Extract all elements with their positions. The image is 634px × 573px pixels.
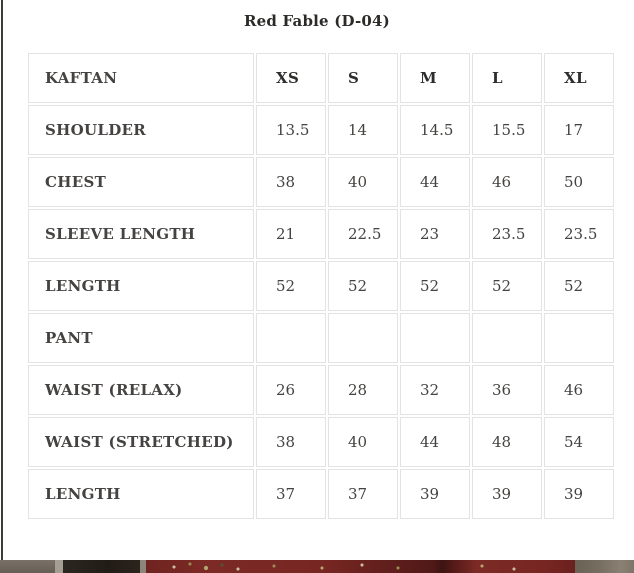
value-cell: 54 <box>544 417 614 467</box>
page-title: Red Fable (D-04) <box>243 12 390 30</box>
value-cell: 52 <box>256 261 326 311</box>
value-cell <box>472 313 542 363</box>
value-cell: 14.5 <box>400 105 470 155</box>
value-cell: 40 <box>328 417 398 467</box>
table-header-row: KAFTAN XS S M L XL <box>28 53 614 103</box>
product-photo-strip <box>0 560 634 573</box>
value-cell: 13.5 <box>256 105 326 155</box>
value-cell: 37 <box>328 469 398 519</box>
value-cell: 17 <box>544 105 614 155</box>
value-cell: 39 <box>472 469 542 519</box>
value-cell <box>256 313 326 363</box>
row-label: WAIST (STRETCHED) <box>28 417 254 467</box>
value-cell: 52 <box>328 261 398 311</box>
photo-wall-left <box>0 560 55 573</box>
table-row: LENGTH 52 52 52 52 52 <box>28 261 614 311</box>
value-cell: 32 <box>400 365 470 415</box>
value-cell: 52 <box>400 261 470 311</box>
value-cell: 37 <box>256 469 326 519</box>
size-header-cell: S <box>328 53 398 103</box>
row-label: WAIST (RELAX) <box>28 365 254 415</box>
value-cell: 21 <box>256 209 326 259</box>
table-row: PANT <box>28 313 614 363</box>
table-row: SHOULDER 13.5 14 14.5 15.5 17 <box>28 105 614 155</box>
window-left-edge <box>1 0 3 573</box>
size-header-cell: XL <box>544 53 614 103</box>
value-cell: 44 <box>400 157 470 207</box>
row-label: SLEEVE LENGTH <box>28 209 254 259</box>
row-label: LENGTH <box>28 469 254 519</box>
table-row: LENGTH 37 37 39 39 39 <box>28 469 614 519</box>
value-cell: 46 <box>472 157 542 207</box>
size-chart-table: KAFTAN XS S M L XL SHOULDER 13.5 14 14.5… <box>26 51 616 521</box>
value-cell: 38 <box>256 417 326 467</box>
value-cell: 15.5 <box>472 105 542 155</box>
photo-light-strip <box>55 560 63 573</box>
value-cell: 44 <box>400 417 470 467</box>
value-cell: 50 <box>544 157 614 207</box>
size-header-cell: M <box>400 53 470 103</box>
row-label: LENGTH <box>28 261 254 311</box>
row-label: CHEST <box>28 157 254 207</box>
value-cell: 38 <box>256 157 326 207</box>
row-label: SHOULDER <box>28 105 254 155</box>
photo-wall-right <box>575 560 634 573</box>
value-cell <box>328 313 398 363</box>
size-header-cell: XS <box>256 53 326 103</box>
photo-red-fabric <box>146 560 575 573</box>
value-cell: 22.5 <box>328 209 398 259</box>
value-cell: 46 <box>544 365 614 415</box>
value-cell: 48 <box>472 417 542 467</box>
table-row: CHEST 38 40 44 46 50 <box>28 157 614 207</box>
table-row: WAIST (RELAX) 26 28 32 36 46 <box>28 365 614 415</box>
value-cell: 40 <box>328 157 398 207</box>
value-cell: 28 <box>328 365 398 415</box>
value-cell <box>400 313 470 363</box>
value-cell <box>544 313 614 363</box>
size-header-cell: L <box>472 53 542 103</box>
table-row: SLEEVE LENGTH 21 22.5 23 23.5 23.5 <box>28 209 614 259</box>
value-cell: 39 <box>544 469 614 519</box>
value-cell: 39 <box>400 469 470 519</box>
value-cell: 23.5 <box>472 209 542 259</box>
row-label: KAFTAN <box>28 53 254 103</box>
value-cell: 23.5 <box>544 209 614 259</box>
photo-dark-panel <box>63 560 140 573</box>
value-cell: 52 <box>472 261 542 311</box>
table-row: WAIST (STRETCHED) 38 40 44 48 54 <box>28 417 614 467</box>
value-cell: 26 <box>256 365 326 415</box>
row-label: PANT <box>28 313 254 363</box>
value-cell: 52 <box>544 261 614 311</box>
photo-light-line <box>140 560 146 573</box>
value-cell: 36 <box>472 365 542 415</box>
value-cell: 14 <box>328 105 398 155</box>
value-cell: 23 <box>400 209 470 259</box>
